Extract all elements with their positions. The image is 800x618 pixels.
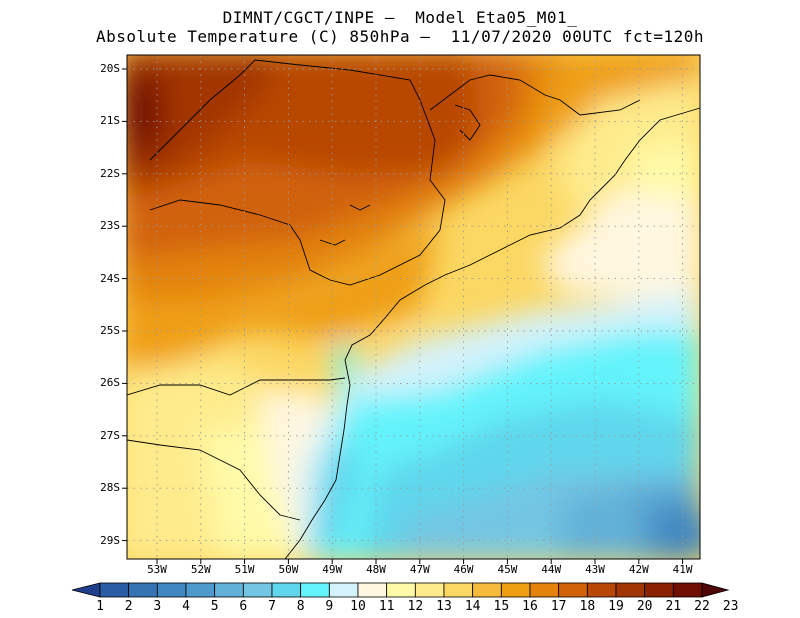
colorbar-swatch	[472, 582, 502, 598]
lat-label: 24S	[100, 271, 120, 285]
colorbar-label: 14	[464, 599, 481, 614]
lon-label: 46W	[453, 563, 474, 576]
colorbar-swatch	[529, 582, 560, 598]
lat-label: 28S	[100, 481, 120, 495]
colorbar	[71, 582, 730, 598]
colorbar-label: 10	[350, 599, 366, 614]
coastline	[284, 107, 701, 560]
colorbar-swatch	[443, 582, 474, 598]
colorbar-swatch	[414, 582, 445, 598]
colorbar-label: 2	[124, 599, 133, 614]
colorbar-swatch	[185, 582, 216, 598]
lon-label: 53W	[147, 563, 167, 576]
colorbar-label: 8	[296, 599, 305, 614]
colorbar-label: 11	[378, 599, 395, 614]
colorbar-label: 7	[268, 599, 276, 614]
lat-label: 20S	[100, 62, 120, 75]
lat-label: 26S	[100, 376, 120, 390]
colorbar-swatch	[357, 582, 388, 598]
colorbar-label: 23	[722, 599, 739, 614]
colorbar-label: 17	[550, 599, 567, 614]
colorbar-swatch	[615, 582, 646, 598]
colorbar-swatch	[242, 582, 273, 598]
state-border-mg	[429, 74, 641, 116]
temperature-field	[127, 55, 700, 559]
lon-label: 41W	[672, 563, 693, 576]
lon-label: 43W	[585, 563, 605, 576]
lon-label: 45W	[497, 563, 518, 576]
colorbar-arrow-low	[71, 582, 101, 598]
coastline-and-borders	[126, 59, 701, 560]
plot-frame	[126, 54, 701, 560]
lon-label: 52W	[190, 563, 211, 576]
lat-label: 25S	[100, 324, 120, 337]
colorbar-swatch	[558, 582, 588, 598]
colorbar-label: 6	[239, 599, 248, 614]
colorbar-swatch	[500, 582, 531, 598]
river-lakes	[319, 104, 481, 246]
lat-label: 29S	[100, 533, 120, 547]
colorbar-label: 5	[210, 599, 219, 614]
colorbar-label: 3	[153, 599, 162, 614]
lon-label: 48W	[366, 563, 386, 576]
colorbar-swatch	[156, 582, 187, 598]
colorbar-swatch	[386, 582, 416, 598]
colorbar-swatch	[586, 582, 617, 598]
colorbar-label: 16	[522, 599, 538, 614]
colorbar-swatch	[644, 582, 674, 598]
colorbar-swatch	[672, 582, 703, 598]
state-border-rs	[126, 439, 301, 521]
colorbar-label: 12	[407, 599, 424, 614]
colorbar-label: 15	[493, 599, 510, 614]
lat-label: 27S	[100, 428, 120, 442]
colorbar-label: 1	[96, 599, 104, 614]
colorbar-swatch	[99, 582, 130, 598]
lon-label: 47W	[409, 563, 430, 576]
lon-label: 51W	[234, 563, 255, 576]
colorbar-swatch	[328, 582, 359, 598]
colorbar-label: 22	[694, 599, 710, 614]
lat-label: 22S	[100, 166, 120, 180]
lon-label: 50W	[278, 563, 299, 576]
colorbar-label: 13	[436, 599, 452, 614]
axis-ticks	[122, 68, 684, 564]
lon-label: 42W	[628, 563, 649, 576]
colorbar-label: 9	[325, 599, 334, 614]
lat-label: 21S	[100, 114, 120, 128]
lon-label: 44W	[541, 563, 562, 576]
lon-label: 49W	[322, 563, 343, 576]
map-title-line-1: DIMNT/CGCT/INPE – Model Eta05_M01_	[222, 8, 578, 27]
map-title-line-2: Absolute Temperature (C) 850hPa – 11/07/…	[96, 27, 704, 46]
colorbar-label: 18	[579, 599, 596, 614]
colorbar-label: 19	[608, 599, 624, 614]
lat-label: 23S	[100, 219, 120, 233]
colorbar-swatch	[214, 582, 244, 598]
colorbar-swatch	[128, 582, 158, 598]
colorbar-label: 4	[182, 599, 190, 614]
colorbar-swatch	[271, 582, 302, 598]
colorbar-label: 20	[636, 599, 653, 614]
colorbar-swatch	[300, 582, 330, 598]
lat-lon-grid	[127, 55, 700, 559]
colorbar-arrow-high	[701, 582, 730, 598]
state-border-sp	[149, 59, 446, 286]
colorbar-label: 21	[665, 599, 682, 614]
